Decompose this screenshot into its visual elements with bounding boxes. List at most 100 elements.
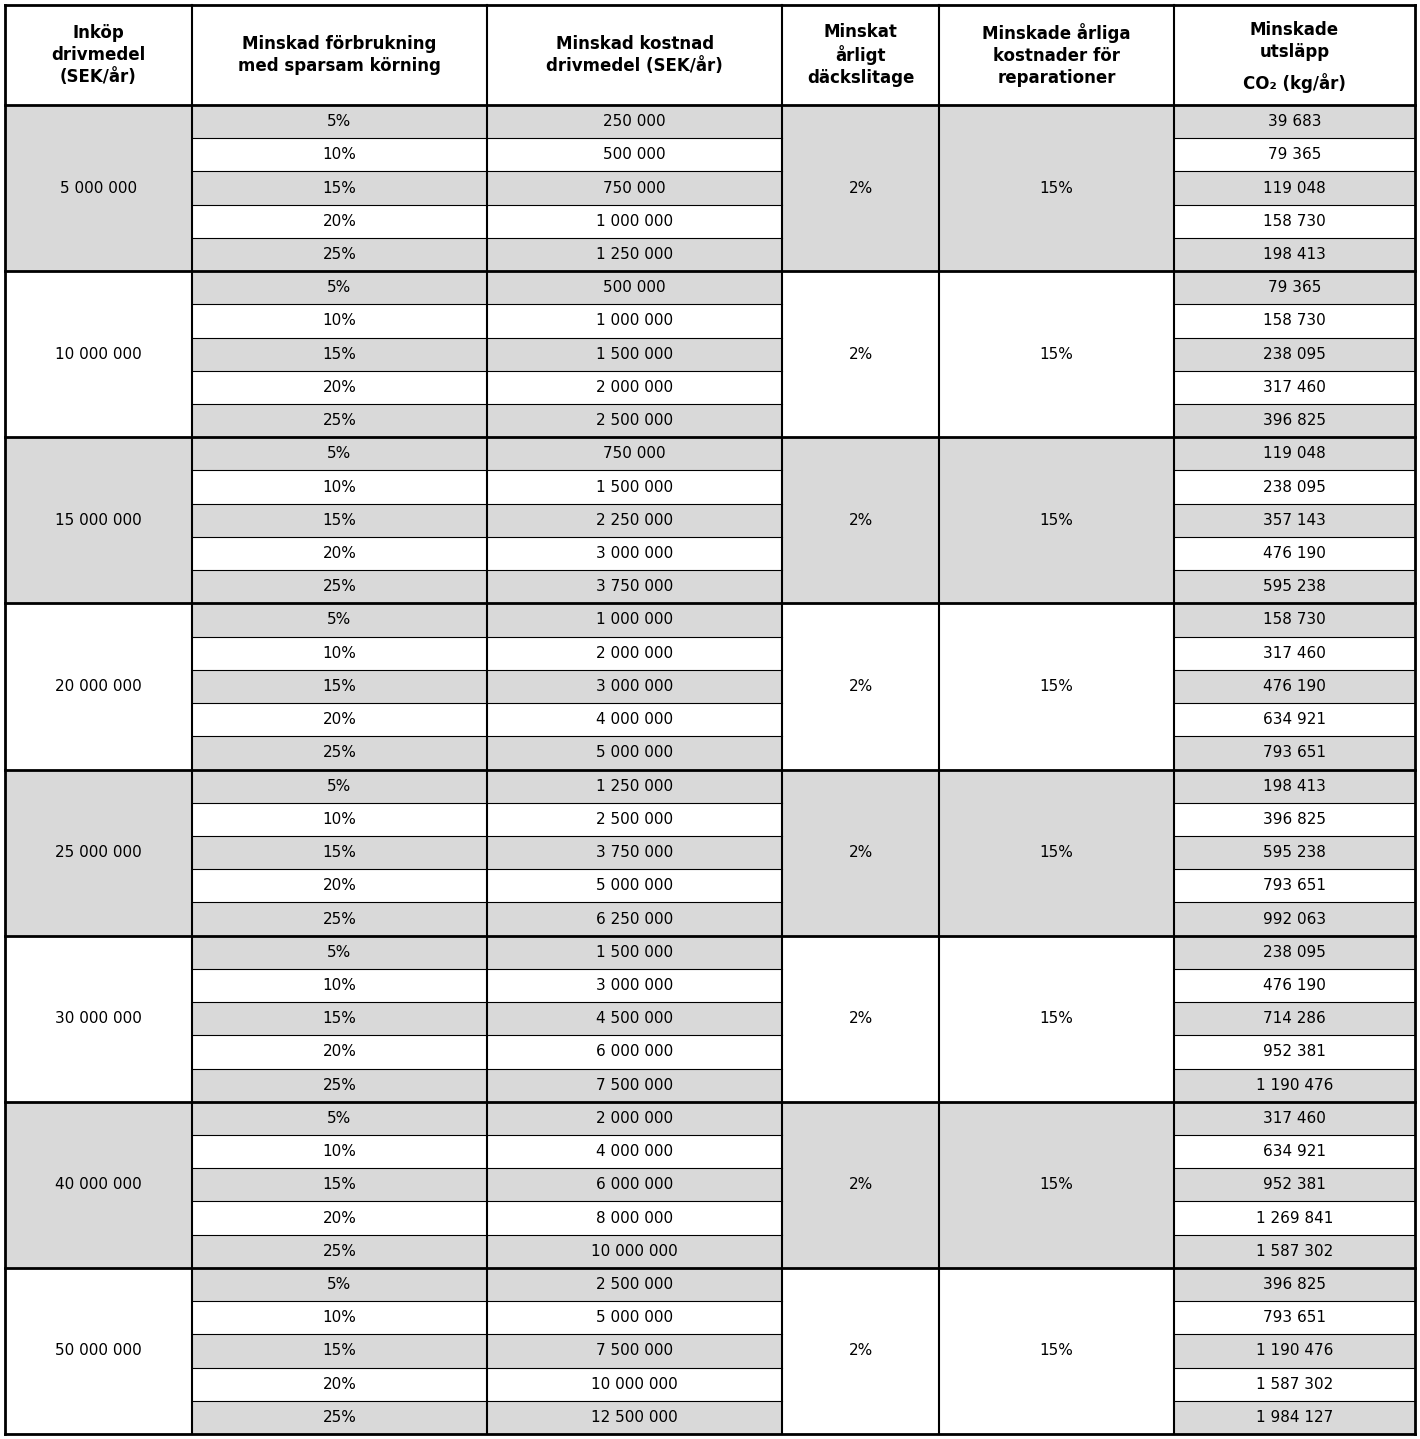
Bar — [487, 1002, 782, 1035]
Bar — [782, 271, 939, 437]
Text: 15%: 15% — [1039, 845, 1074, 861]
Bar — [782, 1268, 939, 1435]
Bar — [192, 636, 487, 669]
Text: 30 000 000: 30 000 000 — [55, 1012, 142, 1026]
Bar — [939, 770, 1174, 935]
Bar — [192, 570, 487, 603]
Bar — [1174, 1268, 1414, 1301]
Text: 20%: 20% — [322, 380, 356, 394]
Bar — [1174, 869, 1414, 902]
Text: 3 750 000: 3 750 000 — [596, 845, 673, 861]
Text: 1 000 000: 1 000 000 — [596, 214, 673, 229]
Text: 6 000 000: 6 000 000 — [596, 1045, 673, 1059]
Bar — [192, 1334, 487, 1367]
Bar — [487, 237, 782, 271]
Bar — [487, 1135, 782, 1168]
Text: 2%: 2% — [849, 679, 873, 694]
Text: Minskade årliga
kostnader för
reparationer: Minskade årliga kostnader för reparation… — [983, 23, 1130, 88]
Bar — [6, 437, 192, 603]
Text: 15 000 000: 15 000 000 — [55, 512, 142, 528]
Text: 20%: 20% — [322, 545, 356, 561]
Bar — [192, 1268, 487, 1301]
Bar — [487, 305, 782, 338]
Bar — [782, 437, 939, 603]
Bar — [487, 1069, 782, 1102]
Text: 1 269 841: 1 269 841 — [1255, 1210, 1333, 1226]
Bar — [6, 603, 192, 770]
Bar — [487, 1334, 782, 1367]
Text: 10 000 000: 10 000 000 — [591, 1377, 679, 1392]
Bar — [1174, 1002, 1414, 1035]
Bar — [939, 271, 1174, 437]
Bar — [1174, 371, 1414, 404]
Text: 198 413: 198 413 — [1262, 778, 1326, 794]
Bar — [192, 1168, 487, 1202]
Bar — [192, 404, 487, 437]
Bar — [192, 271, 487, 305]
Text: 2%: 2% — [849, 845, 873, 861]
Bar — [487, 669, 782, 704]
Bar — [192, 1035, 487, 1069]
Bar — [487, 570, 782, 603]
Bar — [192, 803, 487, 836]
Bar — [1174, 737, 1414, 770]
Text: 1 250 000: 1 250 000 — [596, 248, 673, 262]
Text: 952 381: 952 381 — [1262, 1045, 1326, 1059]
Text: 1 190 476: 1 190 476 — [1255, 1078, 1333, 1092]
Bar — [1174, 669, 1414, 704]
Text: 750 000: 750 000 — [604, 446, 666, 462]
Bar — [487, 537, 782, 570]
Bar — [487, 968, 782, 1002]
Bar — [487, 4, 782, 105]
Bar — [192, 338, 487, 371]
Text: 5 000 000: 5 000 000 — [60, 180, 136, 196]
Bar — [192, 1235, 487, 1268]
Bar — [1174, 1334, 1414, 1367]
Text: 238 095: 238 095 — [1262, 945, 1326, 960]
Text: 15%: 15% — [322, 1344, 356, 1358]
Text: 25%: 25% — [322, 248, 356, 262]
Text: 20%: 20% — [322, 1210, 356, 1226]
Bar — [1174, 1301, 1414, 1334]
Bar — [1174, 537, 1414, 570]
Text: 15%: 15% — [1039, 347, 1074, 361]
Text: 793 651: 793 651 — [1262, 745, 1326, 760]
Text: 3 750 000: 3 750 000 — [596, 580, 673, 594]
Bar — [487, 1367, 782, 1400]
Bar — [939, 437, 1174, 603]
Bar — [1174, 803, 1414, 836]
Text: 1 587 302: 1 587 302 — [1255, 1243, 1333, 1259]
Text: CO₂ (kg/år): CO₂ (kg/år) — [1242, 73, 1346, 94]
Text: 20%: 20% — [322, 214, 356, 229]
Bar — [1174, 902, 1414, 935]
Text: 992 063: 992 063 — [1262, 911, 1326, 927]
Text: 3 000 000: 3 000 000 — [596, 979, 673, 993]
Text: 25%: 25% — [322, 1243, 356, 1259]
Bar — [6, 935, 192, 1102]
Bar — [192, 204, 487, 237]
Bar — [782, 1102, 939, 1268]
Text: 5%: 5% — [327, 778, 352, 794]
Bar — [487, 704, 782, 737]
Text: 1 984 127: 1 984 127 — [1255, 1410, 1333, 1425]
Bar — [192, 171, 487, 204]
Bar — [939, 4, 1174, 105]
Bar — [487, 204, 782, 237]
Text: 714 286: 714 286 — [1264, 1012, 1326, 1026]
Bar — [487, 1235, 782, 1268]
Text: 1 000 000: 1 000 000 — [596, 613, 673, 627]
Text: Minskad kostnad
drivmedel (SEK/år): Minskad kostnad drivmedel (SEK/år) — [547, 35, 723, 75]
Text: 595 238: 595 238 — [1262, 845, 1326, 861]
Text: 1 587 302: 1 587 302 — [1255, 1377, 1333, 1392]
Bar — [1174, 770, 1414, 803]
Bar — [192, 603, 487, 636]
Text: 396 825: 396 825 — [1262, 1276, 1326, 1292]
Text: 15%: 15% — [1039, 1012, 1074, 1026]
Text: 10 000 000: 10 000 000 — [591, 1243, 679, 1259]
Text: 5%: 5% — [327, 945, 352, 960]
Bar — [1174, 1367, 1414, 1400]
Bar — [487, 404, 782, 437]
Bar — [192, 737, 487, 770]
Bar — [1174, 1235, 1414, 1268]
Text: 5 000 000: 5 000 000 — [596, 1311, 673, 1325]
